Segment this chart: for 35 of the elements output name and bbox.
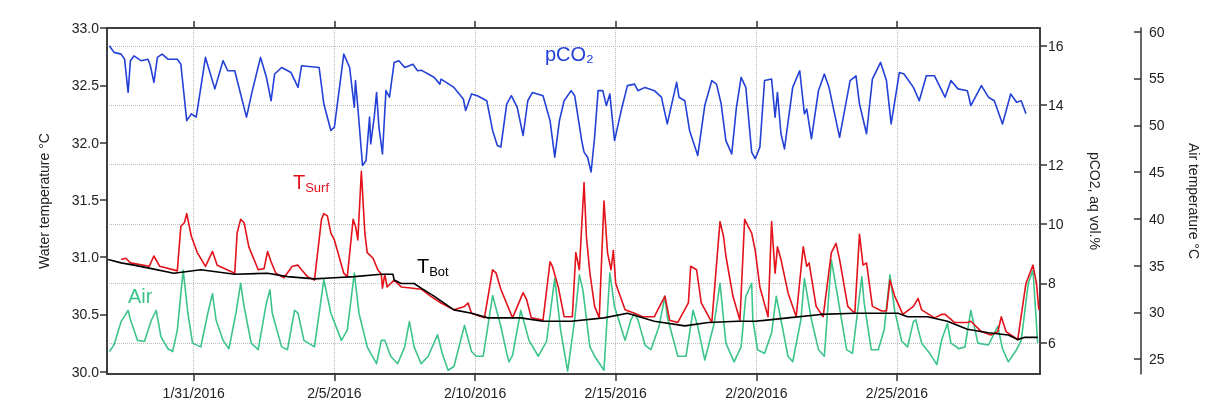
line-series <box>107 258 1039 341</box>
x-tick-label: 2/20/2016 <box>725 385 788 401</box>
y-tick-label: 30.0 <box>71 363 100 380</box>
y-tick-label: 33.0 <box>71 20 100 36</box>
y2-tick-label: 12 <box>1048 156 1064 173</box>
x-tick-label: 2/15/2016 <box>584 385 648 401</box>
y2-axis-title: pCO2, aq vol.% <box>1087 151 1103 251</box>
y2-tick-label: 14 <box>1048 97 1064 114</box>
y3-tick-label: 30 <box>1149 304 1165 321</box>
y3-tick-label: 55 <box>1149 70 1165 87</box>
y3-tick-label: 40 <box>1149 210 1165 227</box>
y3-axis-title: Air temperature °C <box>1186 142 1202 260</box>
line-series <box>120 170 1040 341</box>
y-tick-label: 31.0 <box>71 249 100 266</box>
y-tick-label: 30.5 <box>71 306 100 323</box>
y3-tick-label: 50 <box>1149 117 1165 134</box>
y3-tick-label: 35 <box>1149 257 1165 274</box>
y2-tick-label: 6 <box>1048 334 1056 351</box>
y2-tick-label: 8 <box>1048 275 1056 292</box>
x-tick-label: 2/25/2016 <box>865 385 929 401</box>
y3-tick-label: 25 <box>1149 351 1165 368</box>
y-axis-title: Water temperature °C <box>36 133 52 269</box>
y2-tick-label: 16 <box>1048 37 1064 54</box>
y-tick-label: 32.0 <box>71 134 100 151</box>
line-series <box>108 45 1027 173</box>
y2-tick-label: 10 <box>1048 216 1064 233</box>
y-tick-label: 32.5 <box>71 77 100 94</box>
series-label: Air <box>128 285 153 307</box>
y3-tick-label: 60 <box>1149 23 1165 40</box>
x-tick-label: 2/10/2016 <box>443 385 507 401</box>
series-label: pCO₂ <box>545 43 594 65</box>
x-tick-label: 2/5/2016 <box>307 385 362 401</box>
y3-tick-label: 45 <box>1149 164 1165 181</box>
x-tick-label: 1/31/2016 <box>162 385 226 401</box>
y-tick-label: 31.5 <box>71 191 100 208</box>
